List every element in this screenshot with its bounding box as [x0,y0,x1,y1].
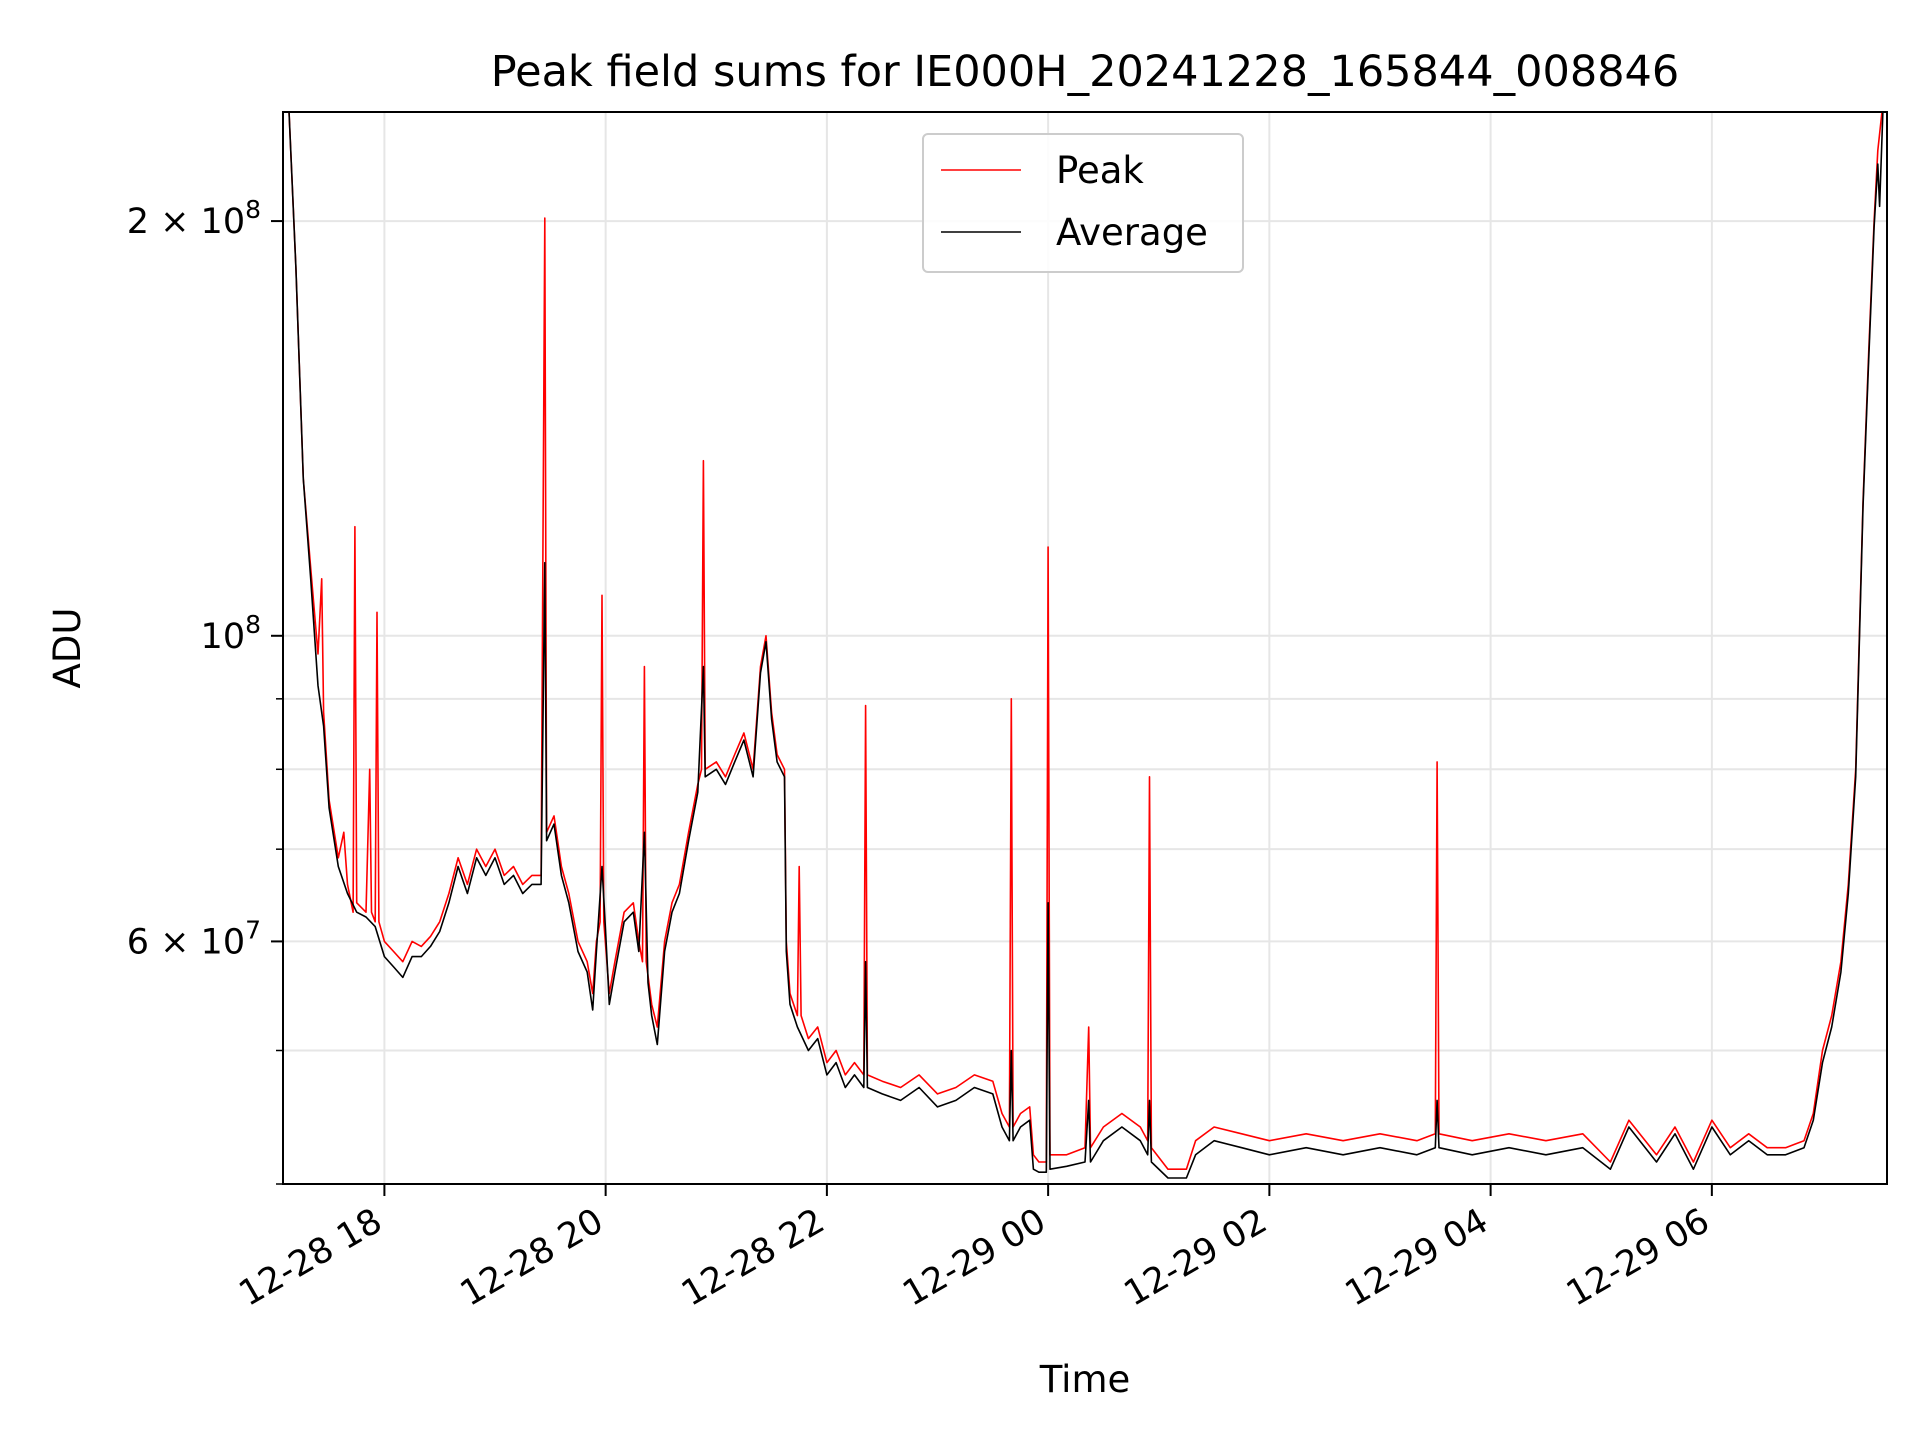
legend-box [922,133,1244,273]
plot-series [288,112,1884,1179]
y-tick-label: 2 × 108 [127,195,261,242]
y-axis: 6 × 107 108 2 × 108 [127,195,283,1185]
plot-frame [282,111,1888,1185]
series-line-average [288,112,1884,1179]
legend-label-peak: Peak [1056,149,1144,192]
y-axis-label: ADU [46,608,89,689]
x-axis-label: Time [1039,1358,1131,1401]
chart-title: Peak field sums for IE000H_20241228_1658… [491,47,1680,97]
legend: Peak Average [922,133,1244,273]
y-tick-label: 6 × 107 [127,915,261,962]
legend-label-average: Average [1056,211,1208,254]
y-tick-label: 108 [201,610,261,657]
